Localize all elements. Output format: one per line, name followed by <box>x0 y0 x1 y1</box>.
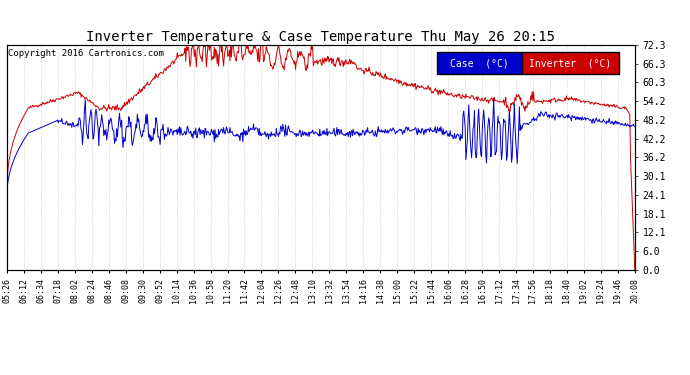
FancyBboxPatch shape <box>437 52 522 74</box>
Text: Inverter  (°C): Inverter (°C) <box>529 58 611 68</box>
Text: Case  (°C): Case (°C) <box>450 58 509 68</box>
FancyBboxPatch shape <box>522 52 619 74</box>
Text: Copyright 2016 Cartronics.com: Copyright 2016 Cartronics.com <box>8 50 164 58</box>
Title: Inverter Temperature & Case Temperature Thu May 26 20:15: Inverter Temperature & Case Temperature … <box>86 30 555 44</box>
